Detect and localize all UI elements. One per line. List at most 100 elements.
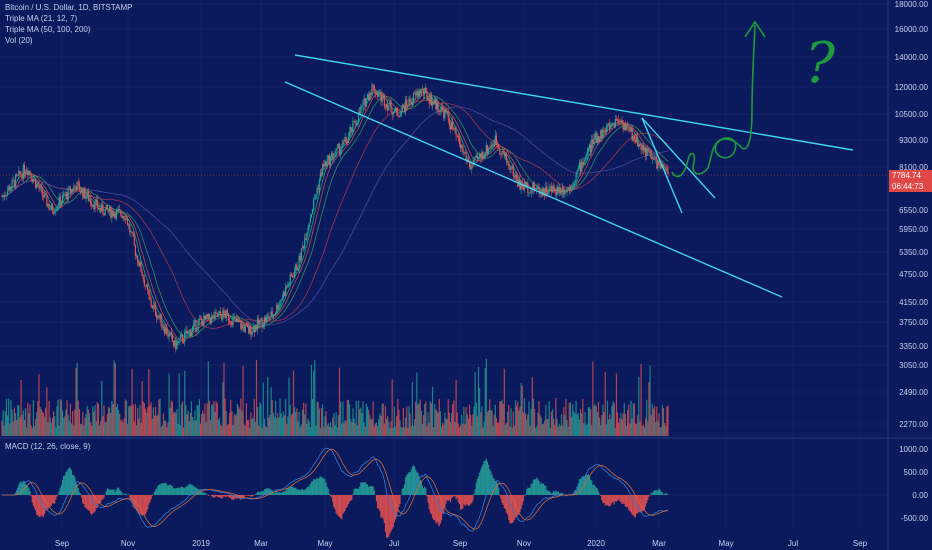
volume-bar	[525, 413, 527, 436]
volume-bar	[111, 401, 113, 436]
macd-histogram-bar	[54, 495, 56, 504]
volume-bar	[401, 427, 403, 436]
volume-bar	[641, 426, 643, 436]
candle-body	[500, 153, 502, 155]
price-tick-label: 2490.00	[899, 388, 928, 397]
macd-histogram-bar	[538, 481, 540, 495]
macd-histogram-bar	[601, 495, 603, 501]
volume-bar	[200, 414, 203, 436]
candle-body	[192, 326, 194, 332]
macd-histogram-bar	[46, 495, 48, 511]
candle-body	[428, 97, 430, 104]
macd-histogram-bar	[579, 479, 582, 495]
candle-body	[218, 311, 221, 314]
macd-histogram-bar	[220, 495, 222, 498]
volume-bar	[569, 402, 572, 436]
candle-body	[463, 152, 465, 153]
candle-body	[264, 317, 267, 322]
volume-bar	[647, 421, 649, 436]
macd-histogram-bar	[482, 464, 484, 495]
candle-body	[305, 238, 307, 240]
volume-bar	[89, 421, 92, 436]
candle-body	[343, 140, 345, 142]
candle-body	[459, 143, 462, 149]
macd-histogram-bar	[89, 495, 92, 514]
candle-body	[471, 164, 473, 170]
macd-histogram-bar	[81, 495, 83, 498]
volume-bar	[86, 405, 88, 436]
volume-bar	[491, 410, 493, 436]
macd-histogram-bar	[290, 486, 292, 495]
macd-histogram-bar	[364, 481, 366, 495]
candle-body	[138, 262, 140, 266]
volume-bar	[410, 426, 412, 436]
volume-bar	[235, 414, 237, 436]
macd-histogram-bar	[118, 487, 120, 495]
macd-histogram-bar	[239, 495, 241, 500]
macd-histogram-bar	[348, 495, 351, 502]
volume-bar	[255, 359, 258, 436]
macd-histogram-bar	[324, 479, 326, 495]
candle-body	[582, 161, 584, 165]
candle-body	[569, 186, 572, 191]
candle-body	[78, 183, 80, 191]
volume-bar	[277, 412, 279, 436]
candle-body	[445, 108, 447, 113]
volume-bar	[107, 406, 110, 436]
macd-histogram-bar	[336, 495, 338, 515]
volume-bar	[52, 411, 55, 436]
candle-body	[152, 305, 154, 309]
candle-body	[504, 153, 507, 157]
macd-histogram-bar	[537, 479, 539, 495]
macd-histogram-bar	[551, 492, 554, 495]
macd-histogram-bar	[477, 476, 480, 495]
macd-histogram-bar	[397, 495, 399, 513]
candle-body	[594, 133, 596, 138]
trendlines	[284, 54, 854, 298]
macd-histogram-bar	[36, 495, 38, 516]
candle-body	[489, 147, 491, 149]
macd-histogram-bar	[211, 495, 213, 497]
candle-body	[647, 148, 649, 152]
macd-histogram-bar	[439, 495, 441, 524]
upward-arrow-drawing	[671, 24, 756, 178]
volume-bar	[132, 404, 134, 436]
candle-body	[364, 98, 366, 107]
volume-bar	[309, 427, 311, 436]
macd-histogram-bar	[546, 490, 548, 495]
macd-histogram-bar	[167, 485, 169, 495]
volume-bar	[585, 425, 587, 436]
macd-histogram-bar	[20, 481, 22, 495]
volume-bar	[57, 399, 59, 436]
candle-body	[23, 165, 26, 175]
volume-bar	[46, 387, 48, 436]
macd-histogram-bar	[30, 495, 32, 497]
volume-bar	[562, 425, 564, 436]
macd-histogram-bar	[527, 487, 529, 495]
candle-body	[183, 341, 185, 343]
macd-histogram-bar	[389, 495, 391, 534]
volume-bar	[40, 408, 42, 436]
volume-bar	[323, 426, 325, 436]
candle-body	[359, 111, 361, 114]
candle-body	[287, 284, 289, 288]
volume-bar	[466, 414, 468, 436]
volume-bar	[115, 406, 117, 436]
volume-bar	[369, 414, 371, 436]
macd-histogram-bar	[363, 482, 365, 495]
volume-bar	[359, 409, 361, 436]
macd-histogram-bar	[320, 477, 323, 495]
volume-bar	[209, 420, 212, 436]
candle-body	[21, 175, 23, 179]
price-tick-label: 6550.00	[899, 206, 928, 215]
candle-body	[48, 203, 50, 210]
macd-histogram-bar	[193, 486, 195, 495]
candle-body	[130, 231, 132, 233]
candle-body	[281, 297, 283, 301]
volume-bar	[483, 421, 485, 436]
candle-body	[225, 310, 227, 318]
macd-histogram-bar	[304, 489, 306, 495]
volume-bar	[527, 414, 529, 436]
candle-body	[289, 274, 291, 285]
volume-bar	[199, 423, 202, 436]
